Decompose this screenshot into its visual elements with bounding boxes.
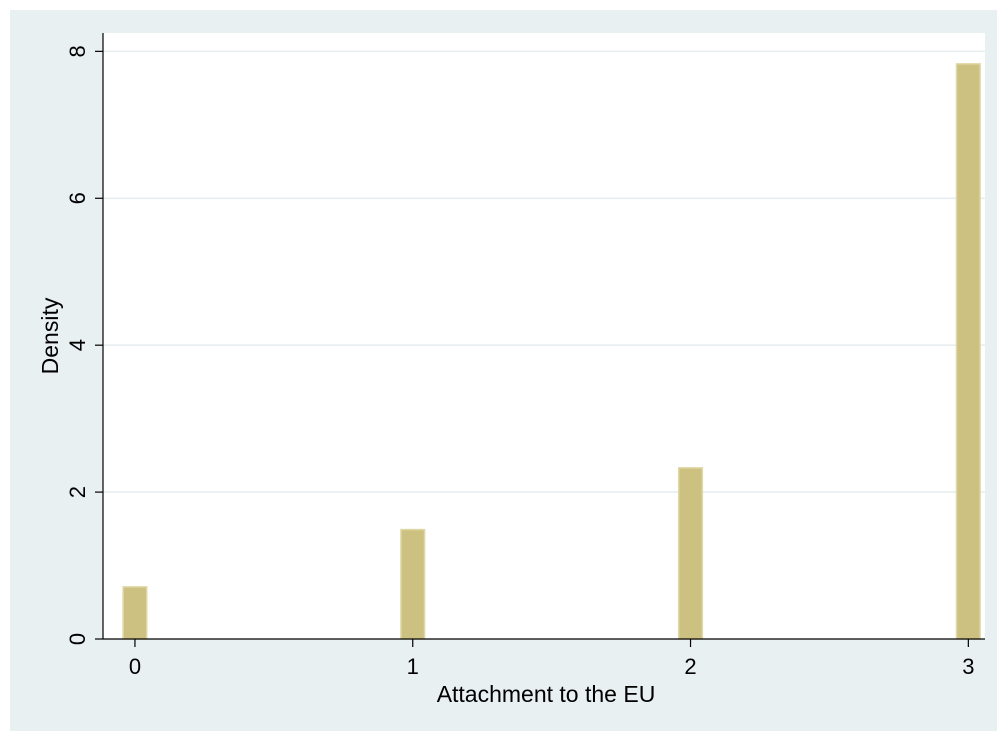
bar-3 xyxy=(955,63,981,640)
x-axis-label: Attachment to the EU xyxy=(437,681,656,707)
axis-ticks: 0 2 4 6 8 0 1 2 3 xyxy=(65,45,974,679)
y-tick-label-2: 2 xyxy=(65,486,90,498)
x-tick-label-1: 1 xyxy=(407,654,419,679)
y-tick-label-4: 4 xyxy=(65,339,90,351)
y-tick-label-6: 6 xyxy=(65,192,90,204)
plot-area-background xyxy=(103,33,985,639)
y-tick-label-0: 0 xyxy=(65,633,90,645)
y-tick-label-8: 8 xyxy=(65,45,90,57)
x-tick-label-0: 0 xyxy=(129,654,141,679)
x-tick-label-3: 3 xyxy=(962,654,974,679)
y-axis-label: Density xyxy=(37,297,63,374)
gridlines xyxy=(103,50,985,493)
bar-0 xyxy=(122,586,148,640)
axes xyxy=(102,33,985,640)
bar-1 xyxy=(400,528,426,640)
x-tick-label-2: 2 xyxy=(684,654,696,679)
bars xyxy=(122,63,981,640)
bar-2 xyxy=(677,467,704,640)
